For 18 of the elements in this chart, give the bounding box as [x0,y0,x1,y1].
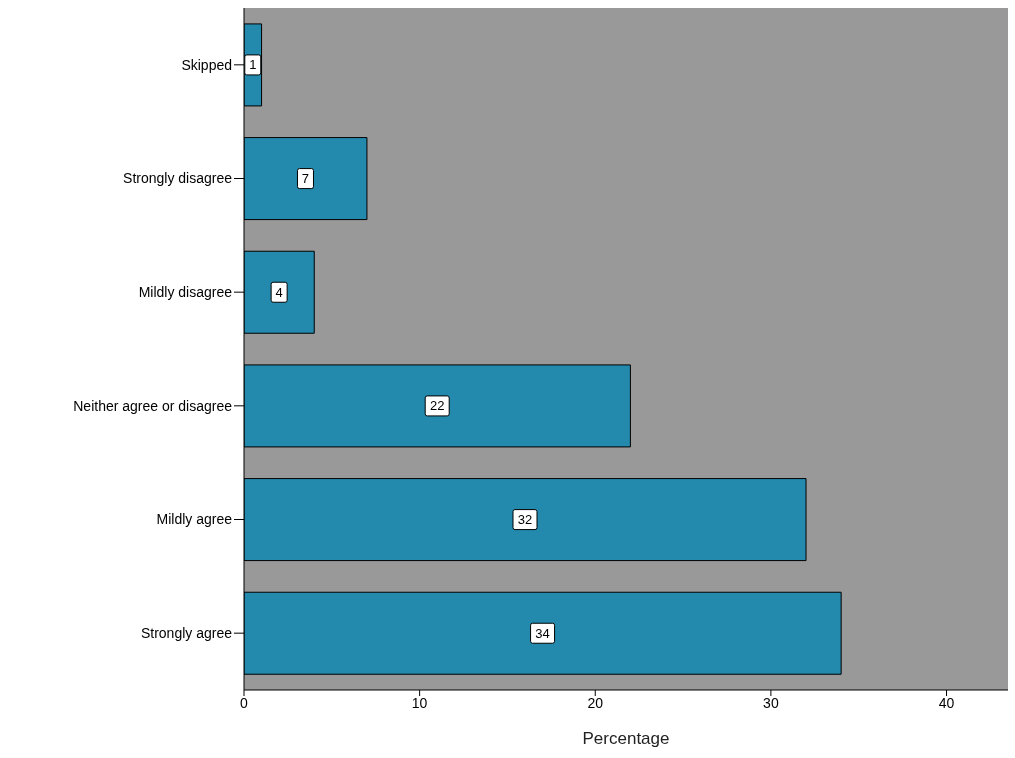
y-tick-label: Neither agree or disagree [73,397,233,414]
data-label: 7 [301,171,310,187]
data-label: 4 [275,284,283,300]
data-label: 32 [517,512,533,528]
x-tick-label: 10 [411,694,428,711]
y-tick-label: Mildly agree [156,511,233,528]
x-axis-title: Percentage [582,729,670,748]
data-label: 22 [429,398,445,414]
x-tick-label: 0 [240,694,249,711]
x-tick-label: 30 [763,694,779,711]
y-tick-label: Strongly disagree [123,170,233,187]
x-tick-label: 20 [587,694,604,711]
x-tick-label: 40 [938,694,955,711]
y-tick-label: Mildly disagree [138,284,233,301]
y-tick-label: Skipped [181,56,232,73]
data-label: 34 [535,625,550,641]
data-label: 1 [249,57,257,73]
y-tick-label: Strongly agree [140,625,233,642]
